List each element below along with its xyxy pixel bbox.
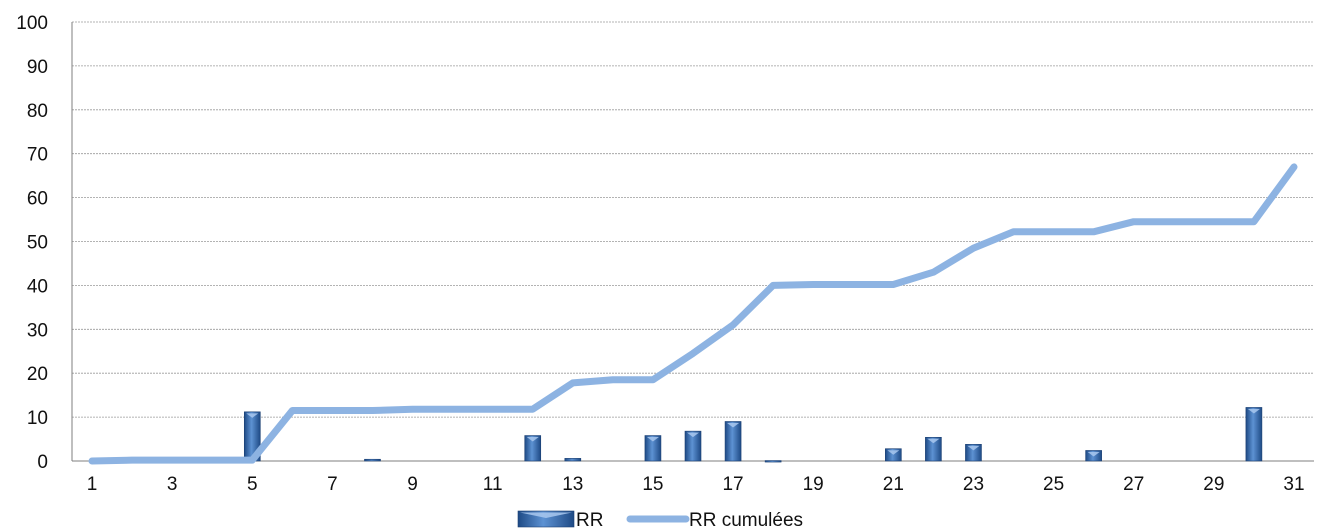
x-axis-ticks: 1 3 5 7 9 11 13 15 17 19 21 23 25 27 29 31 xyxy=(87,474,1305,495)
y-tick-label: 40 xyxy=(27,276,48,297)
y-tick-label: 80 xyxy=(27,101,48,122)
bar-rr xyxy=(524,435,542,462)
bar-rr-cap xyxy=(967,445,980,451)
x-tick-label: 9 xyxy=(407,474,418,495)
y-tick-label: 20 xyxy=(27,364,48,385)
bar-rr-cap xyxy=(927,438,940,444)
bar-rr-cap xyxy=(727,422,740,428)
x-tick-label: 1 xyxy=(87,474,98,495)
line-series-rr-cumulees xyxy=(88,163,1298,465)
bar-rr xyxy=(1245,407,1263,462)
bar-rr xyxy=(684,430,702,462)
legend-label-rr-cumulees: RR cumulées xyxy=(689,510,803,531)
grid-lines xyxy=(71,21,1314,462)
bar-rr xyxy=(764,460,782,463)
y-tick-label: 60 xyxy=(27,189,48,210)
x-tick-label: 3 xyxy=(167,474,178,495)
bar-rr-cap xyxy=(246,413,259,418)
x-tick-label: 31 xyxy=(1283,474,1304,495)
bar-rr-cap xyxy=(687,432,699,438)
y-tick-label: 100 xyxy=(16,13,48,34)
bar-rr-cap xyxy=(526,437,539,442)
x-tick-label: 29 xyxy=(1203,474,1224,495)
x-tick-label: 11 xyxy=(483,474,503,495)
x-tick-label: 15 xyxy=(642,474,663,495)
x-tick-label: 13 xyxy=(562,474,583,495)
legend: RR RR cumulées xyxy=(517,510,803,531)
x-tick-label: 25 xyxy=(1043,474,1064,495)
legend-swatch-rr-cap xyxy=(520,512,572,518)
x-tick-label: 5 xyxy=(247,474,258,495)
y-tick-label: 30 xyxy=(27,320,48,341)
y-tick-label: 90 xyxy=(27,57,48,78)
x-tick-label: 19 xyxy=(803,474,824,495)
bar-rr xyxy=(364,458,381,462)
bar-rr-cap xyxy=(887,450,900,455)
y-tick-label: 70 xyxy=(27,145,48,166)
x-tick-label: 27 xyxy=(1123,474,1144,495)
bar-rr xyxy=(564,458,582,462)
bar-rr xyxy=(885,448,902,462)
y-axis-ticks: 0 10 20 30 40 50 60 70 80 90 100 xyxy=(16,13,48,473)
legend-label-rr: RR xyxy=(576,510,603,531)
x-tick-label: 23 xyxy=(963,474,984,495)
bar-rr xyxy=(965,444,982,462)
y-tick-label: 50 xyxy=(27,233,48,254)
x-tick-label: 17 xyxy=(722,474,743,495)
line-rr-cumulees xyxy=(88,163,1298,465)
bar-rr-cap xyxy=(1087,451,1100,457)
bar-rr xyxy=(724,421,742,462)
bar-series-rr xyxy=(243,407,1263,463)
bar-rr-cap xyxy=(1247,408,1260,414)
x-tick-label: 21 xyxy=(883,474,904,495)
bar-rr-cap xyxy=(646,437,659,442)
bar-rr xyxy=(925,436,942,462)
x-tick-label: 7 xyxy=(327,474,338,495)
y-tick-label: 0 xyxy=(37,452,48,473)
bar-rr xyxy=(644,435,662,462)
y-tick-label: 10 xyxy=(27,408,48,429)
